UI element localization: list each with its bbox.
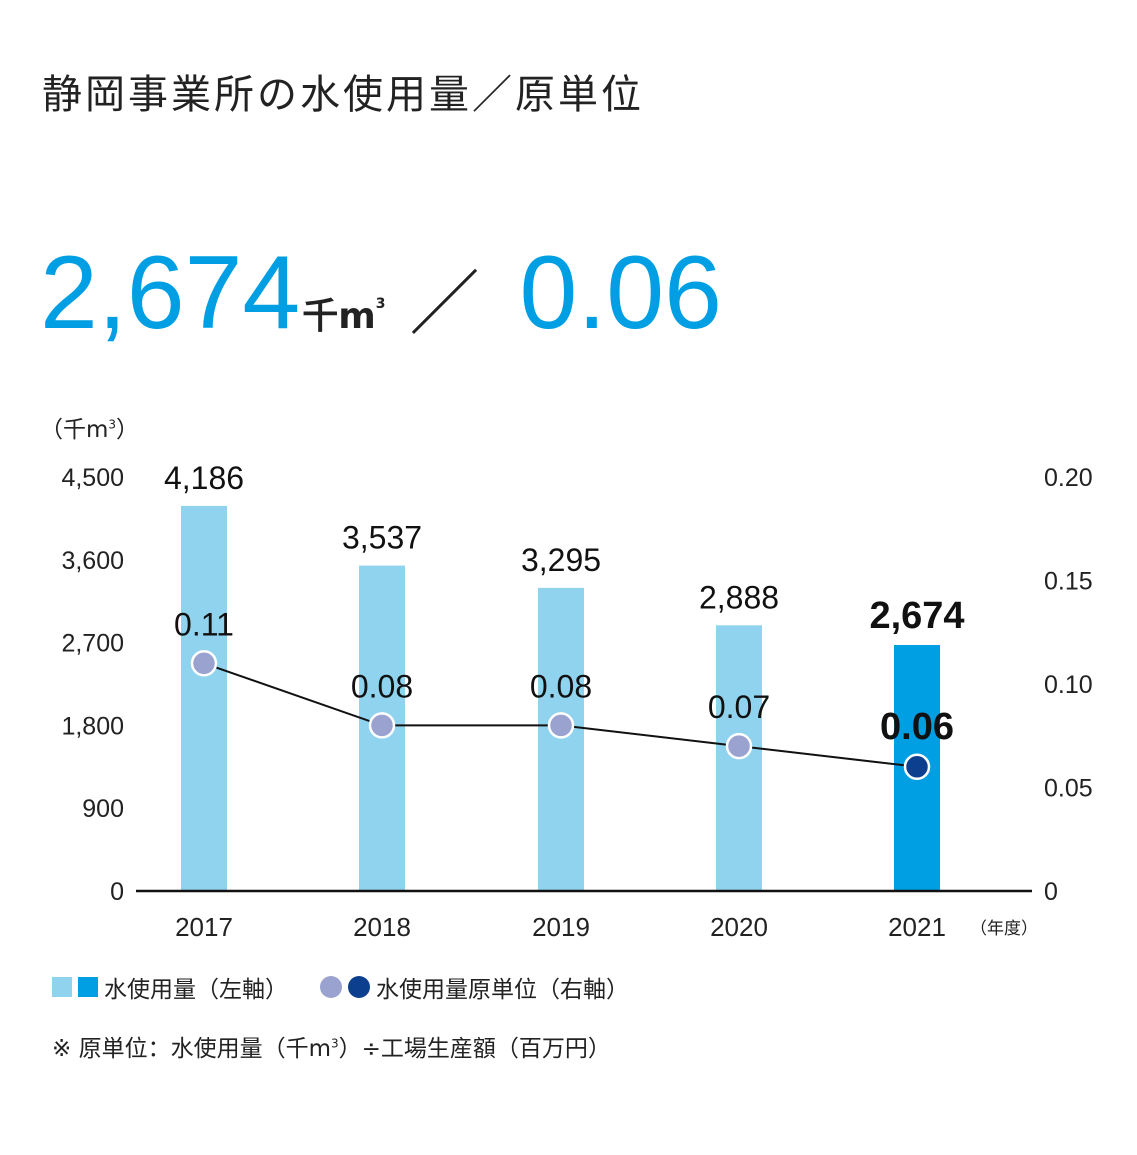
legend-point-light-swatch	[320, 976, 342, 998]
left-axis-unit-close: ）	[116, 417, 140, 443]
point-value-label: 0.06	[880, 706, 954, 748]
headline-usage-value: 2,674	[40, 235, 301, 351]
chart-legend: 水使用量（左軸） 水使用量原単位（右軸）	[52, 970, 629, 1004]
right-tick-label: 0.20	[1044, 464, 1093, 492]
bar-value-label: 2,674	[869, 595, 964, 637]
left-axis-unit-text: （千m	[40, 417, 109, 443]
intensity-point-2021	[903, 753, 931, 781]
legend-bar-highlight-swatch	[78, 977, 98, 997]
left-tick-label: 3,600	[61, 547, 124, 575]
legend-points-label: 水使用量原単位（右軸）	[376, 977, 629, 1003]
right-tick-label: 0.15	[1044, 568, 1093, 596]
footnote-prefix: ※ 原単位：水使用量（千m	[52, 1036, 331, 1062]
right-tick-label: 0.05	[1044, 775, 1093, 803]
x-tick-label: 2019	[532, 912, 590, 942]
point-value-label: 0.07	[708, 689, 770, 725]
left-tick-label: 0	[110, 878, 124, 906]
footnote-sup: 3	[331, 1036, 339, 1051]
footnote-suffix: ）÷工場生産額（百万円）	[338, 1036, 611, 1062]
bar-2019	[538, 587, 584, 891]
bar-value-label: 3,295	[521, 542, 601, 578]
intensity-point-2017	[190, 650, 218, 677]
bar-2017	[181, 505, 227, 891]
right-tick-label: 0	[1044, 878, 1058, 906]
headline-usage-unit-text: 千m	[302, 296, 376, 337]
left-tick-label: 1,800	[61, 712, 124, 740]
point-value-label: 0.11	[174, 606, 234, 642]
bar-value-label: 4,186	[164, 460, 244, 496]
legend-bar-light-swatch	[52, 977, 72, 997]
left-axis-unit-sup: 3	[108, 417, 117, 432]
intensity-point-2018	[368, 712, 396, 739]
x-tick-label: 2021	[888, 912, 946, 942]
intensity-point-2020	[725, 732, 753, 760]
footnote: ※ 原単位：水使用量（千m3）÷工場生産額（百万円）	[52, 1029, 611, 1063]
x-tick-label: 2017	[175, 912, 233, 942]
legend-bars-label: 水使用量（左軸）	[104, 977, 288, 1003]
headline-slash: ／	[409, 263, 480, 345]
intensity-point-2019	[547, 712, 575, 739]
headline-intensity-value: 0.06	[519, 235, 722, 351]
page-title: 静岡事業所の水使用量／原単位	[42, 72, 644, 118]
x-axis-unit: （年度）	[970, 919, 1038, 939]
left-tick-label: 900	[82, 795, 124, 823]
point-value-label: 0.08	[351, 668, 413, 704]
legend-point-highlight-swatch	[348, 976, 370, 998]
headline-usage-unit-sup: 3	[375, 296, 386, 312]
left-tick-label: 2,700	[61, 630, 124, 658]
left-tick-label: 4,500	[61, 464, 124, 492]
bar-value-label: 3,537	[342, 520, 422, 556]
right-tick-label: 0.10	[1044, 671, 1093, 699]
point-value-label: 0.08	[530, 668, 592, 704]
x-tick-label: 2020	[710, 912, 768, 942]
headline-usage-unit: 千m3	[302, 287, 385, 339]
left-axis-unit: （千m3）	[40, 410, 139, 444]
x-tick-label: 2018	[353, 912, 411, 942]
bar-value-label: 2,888	[699, 579, 779, 615]
headline-summary: 2,674千m3 ／ 0.06	[40, 238, 722, 348]
